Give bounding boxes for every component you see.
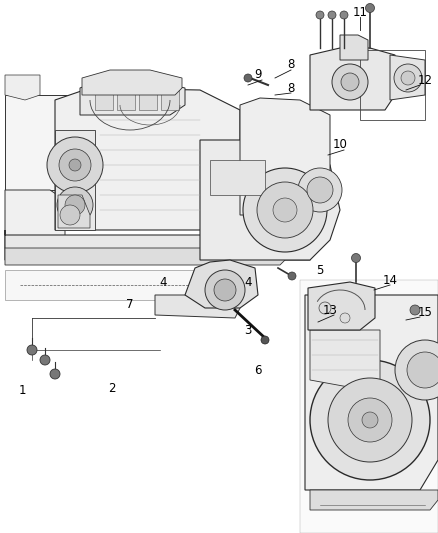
Circle shape (316, 11, 324, 19)
Circle shape (261, 336, 269, 344)
Circle shape (362, 412, 378, 428)
Text: 14: 14 (382, 273, 398, 287)
Polygon shape (210, 160, 265, 195)
Circle shape (307, 177, 333, 203)
Polygon shape (139, 90, 157, 110)
Polygon shape (55, 88, 240, 230)
Circle shape (352, 254, 360, 262)
Text: 11: 11 (353, 5, 367, 19)
Polygon shape (155, 295, 240, 318)
Text: 6: 6 (254, 364, 262, 376)
Circle shape (310, 360, 430, 480)
Circle shape (214, 279, 236, 301)
Circle shape (407, 352, 438, 388)
Circle shape (288, 272, 296, 280)
Circle shape (244, 74, 252, 82)
Polygon shape (58, 195, 90, 228)
Polygon shape (310, 330, 380, 390)
Circle shape (69, 159, 81, 171)
Text: 2: 2 (108, 382, 116, 394)
Polygon shape (5, 75, 40, 100)
Polygon shape (5, 248, 285, 265)
Circle shape (340, 313, 350, 323)
Polygon shape (5, 270, 230, 300)
Circle shape (348, 398, 392, 442)
Polygon shape (340, 35, 368, 60)
Circle shape (394, 64, 422, 92)
Polygon shape (300, 280, 438, 533)
Polygon shape (117, 90, 135, 110)
Polygon shape (308, 282, 375, 330)
Polygon shape (390, 55, 425, 100)
Text: 5: 5 (316, 264, 324, 278)
Circle shape (57, 187, 93, 223)
Circle shape (257, 182, 313, 238)
Circle shape (410, 305, 420, 315)
Circle shape (319, 302, 331, 314)
Polygon shape (310, 490, 438, 510)
Text: 15: 15 (417, 305, 432, 319)
Polygon shape (5, 230, 315, 260)
Circle shape (40, 355, 50, 365)
Text: 12: 12 (417, 74, 432, 86)
Text: 3: 3 (244, 324, 252, 336)
Polygon shape (305, 295, 438, 490)
Circle shape (328, 378, 412, 462)
Text: 13: 13 (322, 303, 337, 317)
Text: 9: 9 (254, 69, 262, 82)
Polygon shape (80, 78, 185, 115)
Text: 4: 4 (244, 276, 252, 288)
Circle shape (243, 168, 327, 252)
Circle shape (365, 4, 374, 12)
Circle shape (60, 205, 80, 225)
Polygon shape (240, 98, 330, 215)
Circle shape (341, 73, 359, 91)
Text: 10: 10 (332, 139, 347, 151)
Circle shape (50, 369, 60, 379)
Polygon shape (185, 260, 258, 308)
Circle shape (65, 195, 85, 215)
Text: 1: 1 (18, 384, 26, 397)
Text: 8: 8 (287, 82, 295, 94)
Text: 7: 7 (126, 297, 134, 311)
Polygon shape (310, 48, 395, 110)
Polygon shape (55, 130, 95, 230)
Polygon shape (5, 95, 75, 190)
Circle shape (47, 137, 103, 193)
Circle shape (273, 198, 297, 222)
Circle shape (298, 168, 342, 212)
Text: 8: 8 (287, 58, 295, 70)
Polygon shape (161, 90, 179, 110)
Circle shape (328, 11, 336, 19)
Circle shape (332, 64, 368, 100)
Circle shape (27, 345, 37, 355)
Polygon shape (82, 70, 182, 95)
Polygon shape (95, 90, 113, 110)
Circle shape (59, 149, 91, 181)
Text: 4: 4 (159, 276, 167, 288)
Circle shape (401, 71, 415, 85)
Circle shape (340, 11, 348, 19)
Polygon shape (200, 140, 340, 260)
Circle shape (395, 340, 438, 400)
Circle shape (205, 270, 245, 310)
Polygon shape (5, 190, 65, 248)
